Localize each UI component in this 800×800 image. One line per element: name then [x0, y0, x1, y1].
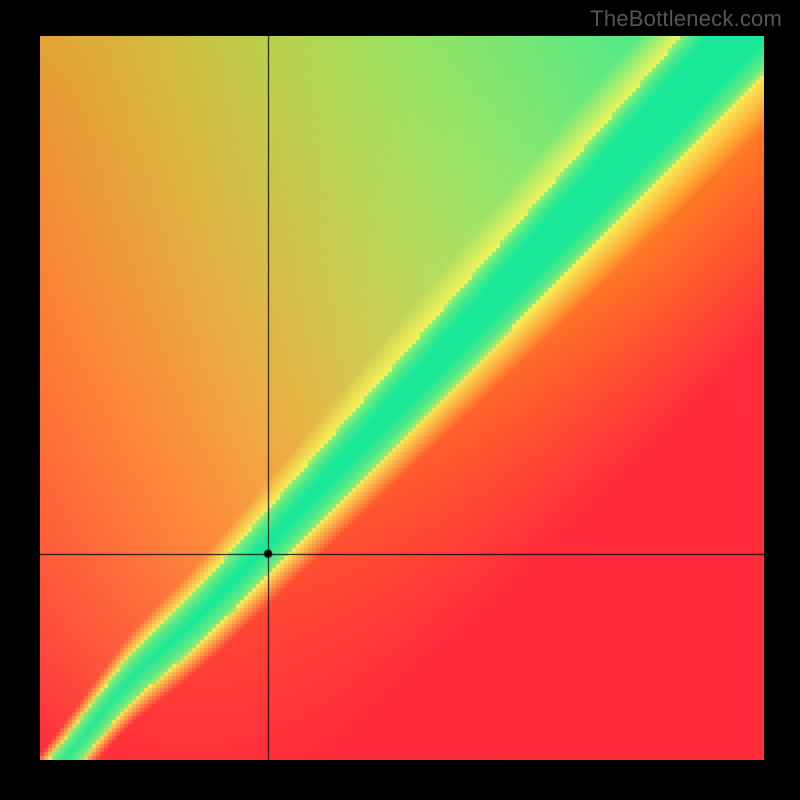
chart-container: TheBottleneck.com: [0, 0, 800, 800]
watermark-text: TheBottleneck.com: [590, 6, 782, 32]
crosshair-overlay: [0, 0, 800, 800]
